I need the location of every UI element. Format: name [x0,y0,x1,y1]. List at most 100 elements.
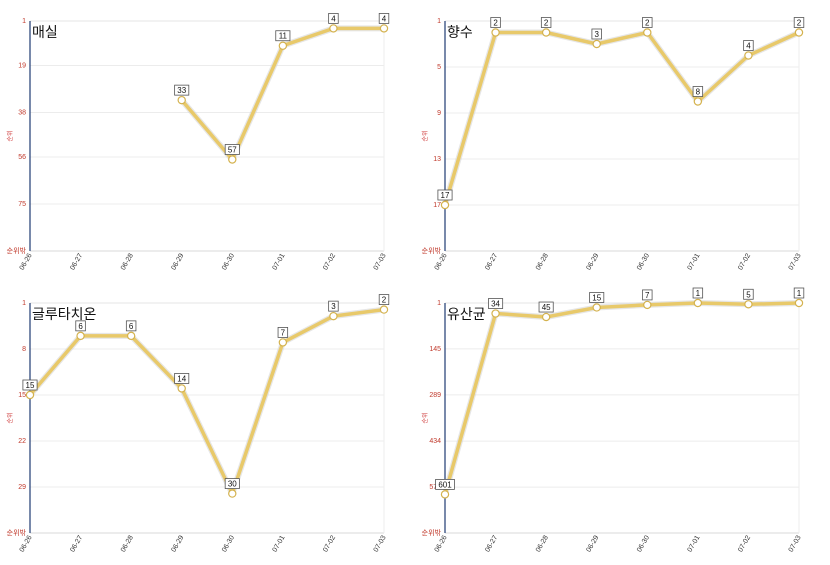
series-line [28,307,386,496]
x-tick-label: 07-02 [322,534,337,553]
data-point [379,305,389,314]
data-point [643,28,652,37]
x-tick-label: 06-28 [120,534,135,553]
y-tick-label: 38 [18,110,26,117]
y-tick-label: 9 [437,110,441,117]
x-tick-label: 06-30 [636,534,651,553]
data-point [25,390,35,400]
data-label: 3 [594,30,599,39]
chart-title: 유산균 [447,307,486,323]
data-label: 1 [696,289,701,298]
x-tick-label: 06-29 [585,534,600,553]
chart-panel-3: 1 8 15 22 29 순위밖 순위 06-26 06-27 06-28 06-29 06-30 07… [6,294,390,554]
series-line [443,301,801,497]
x-tick-label: 06-29 [170,534,185,553]
x-tick-label: 06-28 [120,252,135,271]
y-tick-label: 29 [18,484,26,491]
data-point [379,24,389,33]
data-point [177,95,186,105]
data-label: 2 [382,296,387,305]
x-tick-label: 06-30 [221,534,236,553]
data-label: 8 [696,88,701,97]
data-point [693,298,703,308]
data-point [126,331,136,341]
data-label-box [22,379,38,391]
x-tick-label: 07-01 [272,534,287,553]
data-point [491,28,500,37]
data-label: 6 [129,322,134,331]
y-tick-label: 13 [433,156,441,163]
data-point [744,51,753,60]
y-tick-label: 1 [22,18,26,25]
data-point [329,24,338,33]
data-label: 33 [177,86,186,95]
data-label-box [743,288,754,300]
x-tick-label: 06-29 [170,252,185,271]
data-label: 30 [228,480,237,489]
data-label: 4 [331,14,336,23]
y-tick-label: 145 [429,346,441,353]
data-label: 14 [177,374,186,383]
data-label-box [743,40,754,51]
data-label-box [125,320,137,332]
x-tick-label: 07-03 [788,252,803,271]
data-label: 2 [544,19,549,28]
y-bottom-label: 순위밖 [7,246,27,255]
data-label: 2 [797,19,802,28]
y-tick-label: 22 [18,438,26,445]
x-tick-label: 07-01 [272,252,287,271]
data-point [794,28,804,37]
data-label: 15 [26,381,35,390]
x-tick-label: 06-26 [434,252,449,271]
y-tick-label: 289 [429,392,441,399]
chart-title: 매실 [32,25,58,41]
chart-title: 향수 [447,25,473,41]
x-tick-label: 06-27 [69,252,84,271]
data-label-box [793,17,805,28]
data-label: 6 [78,322,83,331]
chart-panel-1: 1 19 38 56 75 순위밖 순위 06-26 06-27 06-28 06-29 06-30 0… [6,13,390,272]
data-label-box [75,320,86,332]
y-tick-label: 15 [18,392,26,399]
data-point [76,331,85,341]
x-tick-label: 06-30 [221,252,236,271]
chart-title: 글루타치온 [32,307,97,323]
data-label: 7 [281,328,286,337]
data-label-box [589,292,605,303]
x-tick-label: 07-01 [687,252,702,271]
data-label-box [174,84,190,96]
data-label-box [174,373,190,384]
y-bottom-label: 순위밖 [7,528,27,537]
y-axis-title: 순위 [6,412,14,423]
data-point [592,39,601,49]
data-label-box [275,30,291,42]
data-label-box [224,144,240,155]
chart-panel-2: 1 5 9 13 17 순위밖 순위 06-26 06-27 06-28 06-29 06-30 07-… [421,17,805,272]
data-label-box [642,289,653,301]
y-axis-title: 순위 [421,130,429,141]
series-line [443,30,801,207]
data-point [329,311,338,321]
data-label-box [490,17,501,28]
data-label: 601 [438,480,452,489]
y-tick-label: 1 [22,300,26,307]
y-axis-title: 순위 [6,130,14,141]
data-label-box [328,300,339,312]
data-label: 2 [493,19,498,28]
data-label: 1 [797,289,802,298]
y-bottom-label: 순위밖 [422,246,442,255]
x-tick-label: 06-30 [636,252,651,271]
data-label-box [642,17,653,28]
x-tick-label: 07-02 [737,534,752,553]
y-tick-label: 75 [18,201,26,208]
y-tick-label: 1 [437,18,441,25]
data-label: 7 [645,291,650,300]
data-point [177,384,186,393]
data-point [794,298,804,308]
x-tick-label: 06-29 [585,252,600,271]
data-label: 34 [491,300,500,309]
data-label: 4 [746,42,751,51]
